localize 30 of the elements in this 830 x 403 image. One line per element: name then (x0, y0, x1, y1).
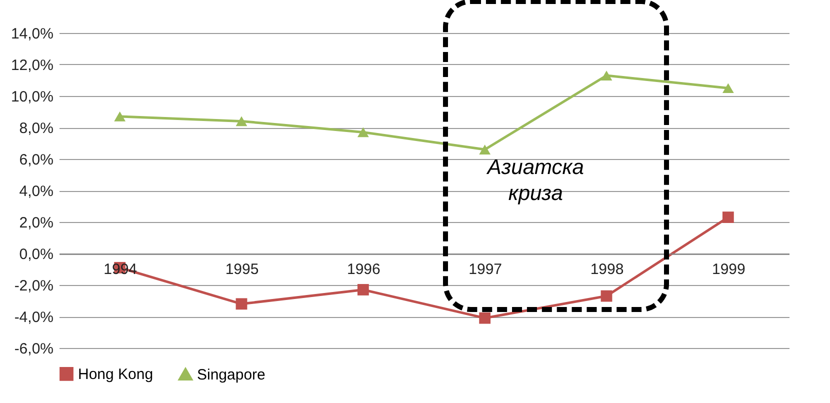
x-tick-label: 1999 (712, 261, 746, 278)
y-tick-label: 0,0% (19, 246, 54, 263)
legend-label: Hong Kong (78, 366, 154, 383)
y-tick-label: -4,0% (14, 309, 54, 326)
y-tick-label: 4,0% (19, 183, 54, 200)
x-tick-label: 1997 (468, 261, 502, 278)
point (722, 212, 734, 223)
point (479, 312, 491, 324)
point (114, 112, 126, 122)
annotation: Азиатска криза (486, 155, 585, 208)
y-tick-label: 12,0% (10, 57, 54, 74)
point (722, 83, 734, 94)
point (357, 284, 369, 296)
x-tick-label: 1998 (590, 261, 624, 278)
legend-label: Singapore (197, 366, 266, 384)
point (236, 116, 248, 126)
y-tick-label: 2,0% (19, 214, 54, 232)
y-tick-label: 10,0% (10, 88, 54, 106)
y-tick-label: -2,0% (14, 278, 54, 294)
point (479, 144, 491, 154)
y-tick-label: 8,0% (19, 120, 54, 137)
x-tick-label: 1996 (346, 261, 380, 278)
point (600, 290, 612, 302)
point (357, 127, 369, 138)
y-tick-label: -6,0% (14, 340, 54, 358)
point (600, 70, 612, 80)
y-tick-label: 6,0% (19, 152, 54, 168)
y-tick-label: 14,0% (10, 26, 54, 42)
point (236, 298, 248, 310)
x-tick-label: 1995 (225, 261, 259, 278)
